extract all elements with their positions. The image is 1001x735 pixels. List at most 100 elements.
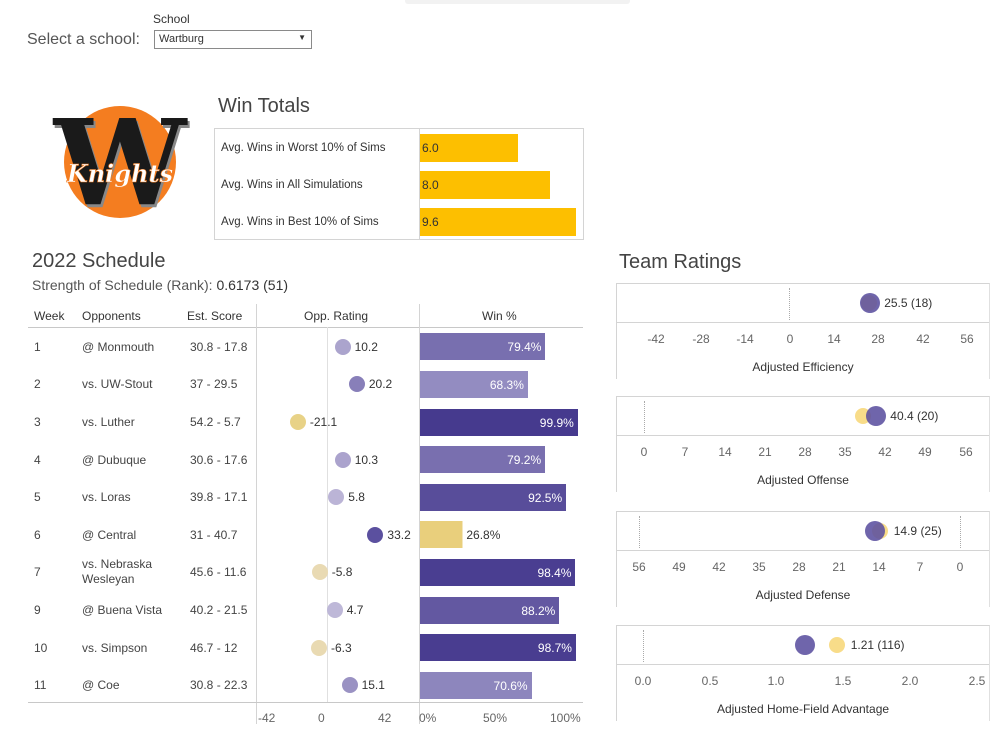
row-opponent[interactable]: vs. Simpson [82, 640, 148, 655]
team-rating-axis-tick: 28 [798, 445, 812, 459]
row-opponent[interactable]: vs. Luther [82, 415, 135, 429]
team-rating-panel: 14.9 (25) 56 49 42 35 28 21 14 7 0 Adjusted Defens… [616, 511, 990, 607]
win-total-bar[interactable]: 9.6 [420, 208, 577, 236]
win-pct-bar[interactable]: 99.9% [420, 408, 578, 436]
header-week[interactable]: Week [34, 309, 65, 323]
reference-line [789, 288, 791, 320]
team-rating-axis-line [617, 435, 989, 436]
opp-rating-dot[interactable] [311, 564, 328, 581]
team-rating-axis-tick: 2.5 [968, 674, 986, 688]
team-rating-axis-tick: 49 [918, 445, 932, 459]
row-est-score: 37 - 29.5 [190, 377, 238, 392]
row-opponent[interactable]: @ Central [82, 527, 137, 542]
win-pct-bar[interactable]: 68.3% [420, 370, 528, 398]
team-rating-panel: 25.5 (18) -42 -28 -14 0 14 28 42 56 Adjusted Effi… [616, 283, 990, 379]
row-opponent-line1: vs. Nebraska [82, 557, 153, 572]
row-week: 3 [34, 415, 41, 429]
win-pct-bar[interactable]: 88.2% [420, 596, 560, 624]
team-rating-axis-tick: 0 [786, 332, 794, 346]
team-rating-axis-tick: 35 [752, 560, 766, 574]
row-opponent[interactable]: @ Dubuque [82, 452, 147, 467]
reference-line-max [639, 516, 640, 548]
header-win-pct[interactable]: Win % [482, 309, 517, 323]
win-totals-title: Win Totals [218, 95, 310, 117]
row-est-score: 40.2 - 21.5 [190, 603, 248, 617]
opp-rating-value: 5.8 [348, 490, 365, 505]
reference-line [960, 516, 961, 548]
team-rating-panel: 1.21 (116) 0.0 0.5 1.0 1.5 2.0 2.5 Adjusted Hom… [616, 625, 990, 721]
row-opponent[interactable]: @ Monmouth [82, 339, 155, 354]
row-opponent[interactable]: vs. UW-Stout [82, 377, 153, 392]
compare-dot [828, 637, 845, 653]
opp-rating-dot[interactable] [341, 677, 358, 694]
team-rating-axis-tick: 7 [681, 445, 689, 459]
win-axis-tick: 0% [419, 711, 437, 725]
row-week: 11 [34, 678, 47, 693]
header-opponents[interactable]: Opponents [82, 309, 141, 323]
opp-rating-value: 33.2 [387, 527, 411, 542]
opp-rating-dot[interactable] [328, 489, 345, 506]
team-ratings-title: Team Ratings [619, 251, 742, 273]
team-rating-axis-line [617, 322, 989, 323]
team-rating-axis-tick: 56 [960, 332, 974, 346]
opp-rating-dot[interactable] [289, 414, 306, 430]
win-pct-bar[interactable]: 79.4% [420, 333, 546, 361]
team-rating-dot[interactable] [860, 293, 881, 313]
row-opponent[interactable]: vs. Nebraska Wesleyan [82, 557, 152, 587]
row-opponent[interactable]: @ Coe [82, 678, 120, 693]
row-opponent[interactable]: @ Buena Vista [82, 603, 163, 617]
dropdown-arrow-icon[interactable]: ▼ [298, 33, 306, 42]
team-rating-value: 1.21 (116) [850, 638, 905, 652]
team-rating-axis-tick: 1.5 [834, 674, 852, 688]
rating-axis-tick: 0 [318, 711, 325, 725]
team-rating-dot[interactable] [866, 406, 887, 426]
win-axis-tick: 100% [550, 711, 581, 725]
schedule-header-line [28, 327, 583, 328]
win-totals-divider [419, 129, 420, 239]
rating-axis-tick: 42 [378, 711, 392, 725]
opp-rating-dot[interactable] [326, 602, 343, 618]
team-rating-axis-tick: 42 [712, 560, 726, 574]
header-est-score[interactable]: Est. Score [187, 309, 243, 323]
team-rating-axis-tick: 14 [718, 445, 732, 459]
team-rating-axis-tick: 42 [916, 332, 930, 346]
team-rating-dot[interactable] [864, 521, 885, 541]
row-week: 6 [34, 527, 41, 542]
opp-rating-value: 20.2 [368, 377, 393, 392]
opp-rating-dot[interactable] [334, 451, 351, 468]
team-rating-dot[interactable] [794, 635, 815, 655]
row-opponent[interactable]: vs. Loras [82, 490, 131, 505]
opp-rating-dot[interactable] [348, 376, 365, 393]
team-rating-axis-tick: 1.0 [767, 674, 785, 688]
opp-rating-value: -21.1 [309, 415, 338, 429]
wartburg-knights-logo: W W Knights [52, 102, 190, 220]
win-pct-bar[interactable]: 26.8% [420, 521, 503, 549]
team-rating-axis-tick: 7 [916, 560, 924, 574]
opp-rating-value: 15.1 [361, 678, 385, 693]
opp-rating-dot[interactable] [334, 338, 351, 355]
win-pct-bar[interactable]: 98.7% [420, 634, 576, 662]
win-pct-bar[interactable]: 70.6% [420, 671, 532, 699]
school-dropdown[interactable]: Wartburg ▼ [154, 30, 312, 49]
team-rating-panel: 40.4 (20) 0 7 14 21 28 35 42 49 56 Adjusted Offens… [616, 396, 990, 492]
win-total-label: Avg. Wins in Worst 10% of Sims [221, 142, 386, 154]
header-opp-rating[interactable]: Opp. Rating [304, 309, 369, 323]
team-rating-axis-tick: 0 [956, 560, 964, 574]
reference-line [644, 401, 645, 433]
row-est-score: 54.2 - 5.7 [190, 415, 241, 429]
opp-rating-value: 10.2 [354, 339, 378, 354]
opp-rating-dot[interactable] [311, 639, 327, 656]
team-rating-axis-tick: 0 [640, 445, 648, 459]
team-rating-axis-tick: 14 [872, 560, 886, 574]
rating-axis-tick: -42 [258, 711, 276, 725]
win-pct-bar[interactable]: 98.4% [420, 558, 576, 586]
win-total-bar[interactable]: 8.0 [420, 171, 551, 199]
row-est-score: 30.8 - 22.3 [190, 678, 248, 693]
win-total-bar[interactable]: 6.0 [420, 134, 518, 162]
win-pct-bar[interactable]: 92.5% [420, 483, 567, 511]
team-rating-axis-tick: 0.0 [634, 674, 652, 688]
win-pct-bar[interactable]: 79.2% [420, 446, 546, 474]
opp-rating-dot[interactable] [367, 526, 384, 543]
row-est-score: 39.8 - 17.1 [190, 490, 248, 505]
logo-orange-circle [64, 106, 176, 218]
